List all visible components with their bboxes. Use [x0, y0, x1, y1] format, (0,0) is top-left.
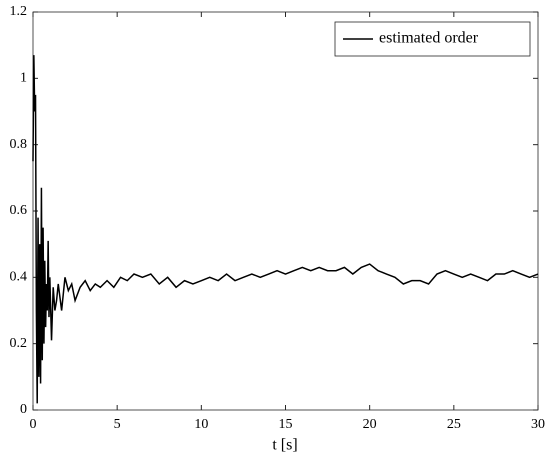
- x-tick-label: 25: [447, 417, 461, 432]
- y-tick-label: 0.6: [10, 203, 28, 218]
- x-tick-label: 20: [363, 417, 377, 432]
- y-tick-label: 0: [20, 402, 27, 417]
- plot-frame: [32, 11, 539, 411]
- x-tick-label: 5: [114, 417, 121, 432]
- y-tick-label: 1.2: [10, 4, 28, 19]
- x-tick-label: 10: [194, 417, 208, 432]
- legend-label: estimated order: [379, 30, 479, 47]
- y-tick-label: 0.8: [10, 137, 28, 152]
- x-tick-label: 15: [279, 417, 293, 432]
- x-tick-label: 0: [30, 417, 37, 432]
- x-tick-label: 30: [531, 417, 545, 432]
- x-axis-label: t [s]: [272, 437, 297, 454]
- data-line: [32, 55, 539, 404]
- y-tick-label: 1: [20, 71, 27, 86]
- y-tick-label: 0.2: [10, 336, 28, 351]
- y-tick-label: 0.4: [10, 270, 28, 285]
